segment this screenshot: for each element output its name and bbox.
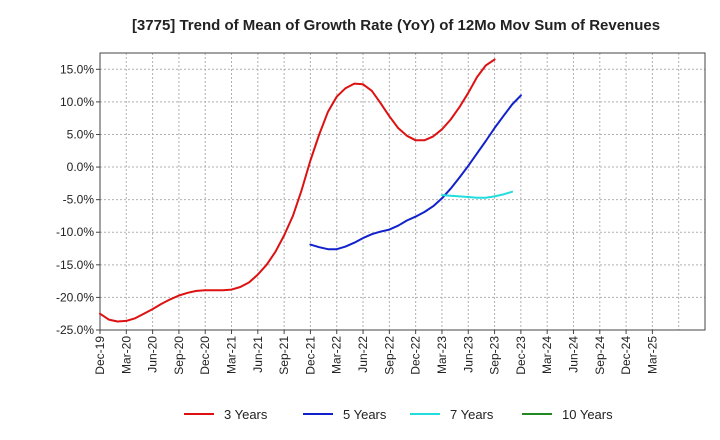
y-tick-label: -20.0% [56,290,94,304]
x-tick-label: Dec-23 [514,336,528,375]
x-tick-label: Sep-20 [172,336,186,375]
x-tick-label: Mar-25 [645,336,659,374]
x-tick-label: Sep-24 [593,336,607,375]
x-tick-label: Sep-21 [277,336,291,375]
x-tick-label: Dec-21 [303,336,317,375]
x-tick-label: Dec-20 [198,336,212,375]
x-tick-label: Sep-22 [382,336,396,375]
y-tick-label: 5.0% [67,127,95,141]
x-tick-label: Jun-24 [566,336,580,373]
y-tick-label: -5.0% [63,193,95,207]
y-tick-label: 15.0% [60,62,94,76]
x-tick-label: Dec-22 [409,336,423,375]
x-tick-label: Mar-20 [119,336,133,374]
series-line-5-years [309,94,522,251]
plot-frame [99,52,706,331]
legend-label: 10 Years [562,407,613,422]
legend: 3 Years 5 Years 7 Years 10 Years [184,407,613,422]
x-tick-label: Sep-23 [488,336,502,375]
legend-label: 7 Years [450,407,494,422]
series-lines [99,58,522,323]
x-tick-label: Jun-23 [461,336,475,373]
legend-label: 5 Years [343,407,387,422]
x-tick-label: Jun-21 [251,336,265,373]
x-tick-label: Mar-23 [435,336,449,374]
y-tick-label: -25.0% [56,323,94,337]
y-axis-labels: -25.0% -20.0% -15.0% -10.0% -5.0% 0.0% 5.0% 10.… [56,62,100,337]
x-tick-label: Jun-20 [146,336,160,373]
y-tick-label: 0.0% [67,160,95,174]
x-axis-labels: Dec-19 Mar-20 Jun-20 Sep-20 Dec-20 Mar-21 Jun-… [93,330,659,375]
grid [100,53,705,331]
series-line-7-years [441,190,514,199]
x-tick-label: Dec-24 [619,336,633,375]
x-tick-label: Dec-19 [93,336,107,375]
x-tick-label: Mar-24 [540,336,554,374]
legend-label: 3 Years [224,407,268,422]
y-tick-label: -15.0% [56,258,94,272]
x-tick-label: Jun-22 [356,336,370,373]
y-tick-label: -10.0% [56,225,94,239]
chart-title: [3775] Trend of Mean of Growth Rate (YoY… [132,17,660,34]
y-tick-label: 10.0% [60,95,94,109]
x-tick-label: Mar-22 [330,336,344,374]
series-line-3-years [99,58,496,323]
x-tick-label: Mar-21 [225,336,239,374]
